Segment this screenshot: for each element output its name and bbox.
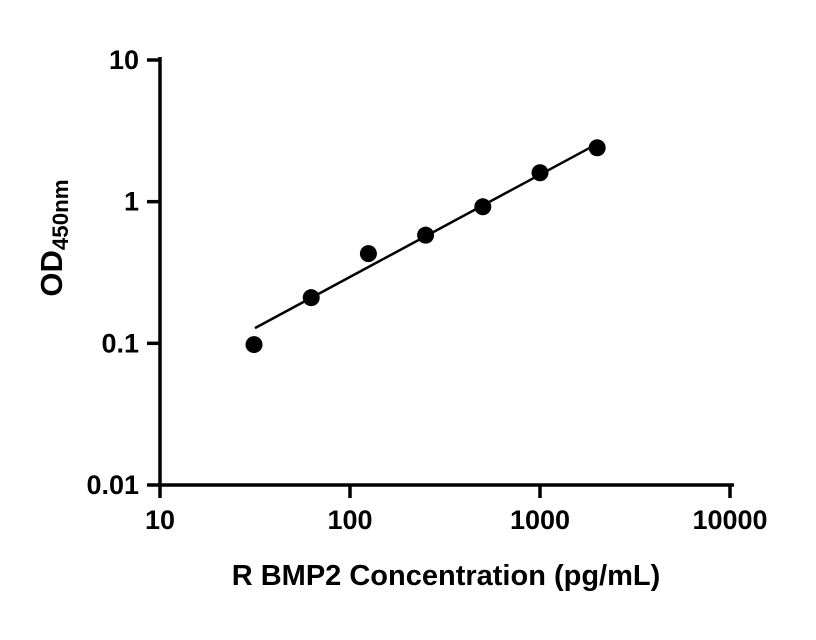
data-point: [474, 198, 492, 216]
data-point: [302, 289, 320, 307]
y-axis-tick-label: 10: [109, 45, 139, 75]
y-axis-title: OD450nm: [34, 179, 74, 296]
y-axis-title-main: OD: [34, 250, 70, 297]
y-axis-tick-label: 1: [124, 187, 139, 217]
data-point: [245, 336, 263, 354]
data-point: [531, 164, 549, 182]
y-axis-tick-label: 0.1: [101, 328, 139, 358]
data-point: [417, 226, 435, 244]
x-axis-title: R BMP2 Concentration (pg/mL): [231, 560, 661, 592]
y-axis-tick-label: 0.01: [86, 470, 139, 500]
x-axis-tick-label: 100: [327, 505, 372, 535]
data-point: [359, 245, 377, 263]
data-point: [588, 139, 606, 157]
x-axis-tick-label: 10: [145, 505, 175, 535]
x-axis-tick-label: 1000: [510, 505, 570, 535]
x-axis-tick-label: 10000: [692, 505, 767, 535]
y-axis-title-sub: 450nm: [47, 179, 73, 251]
